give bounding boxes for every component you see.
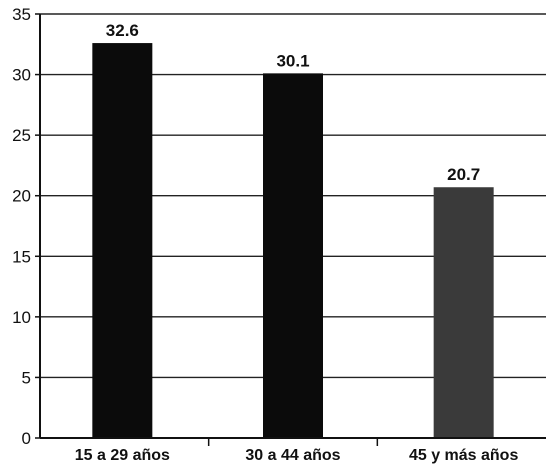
data-label-3: 20.7 xyxy=(447,165,480,184)
y-tick-label: 30 xyxy=(12,66,31,85)
y-tick-label: 15 xyxy=(12,247,31,266)
y-tick-label: 5 xyxy=(22,368,31,387)
y-tick-label: 0 xyxy=(22,429,31,448)
data-label-2: 30.1 xyxy=(276,51,309,70)
bar-3 xyxy=(433,187,494,438)
bar-1 xyxy=(92,43,153,439)
data-label-1: 32.6 xyxy=(106,21,139,40)
bar-2 xyxy=(263,73,323,439)
x-tick-label-3: 45 y más años xyxy=(409,447,519,464)
bars xyxy=(92,43,494,439)
y-tick-label: 10 xyxy=(12,308,31,327)
y-tick-label: 20 xyxy=(12,187,31,206)
y-tick-label: 25 xyxy=(12,126,31,145)
y-tick-label: 35 xyxy=(12,5,31,24)
labels: 0 5 10 15 20 25 30 35 32.6 15 a 29 años 30.1 30 a 4… xyxy=(12,5,518,464)
x-tick-label-1: 15 a 29 años xyxy=(75,447,170,464)
axes xyxy=(35,13,546,446)
x-tick-label-2: 30 a 44 años xyxy=(245,447,340,464)
